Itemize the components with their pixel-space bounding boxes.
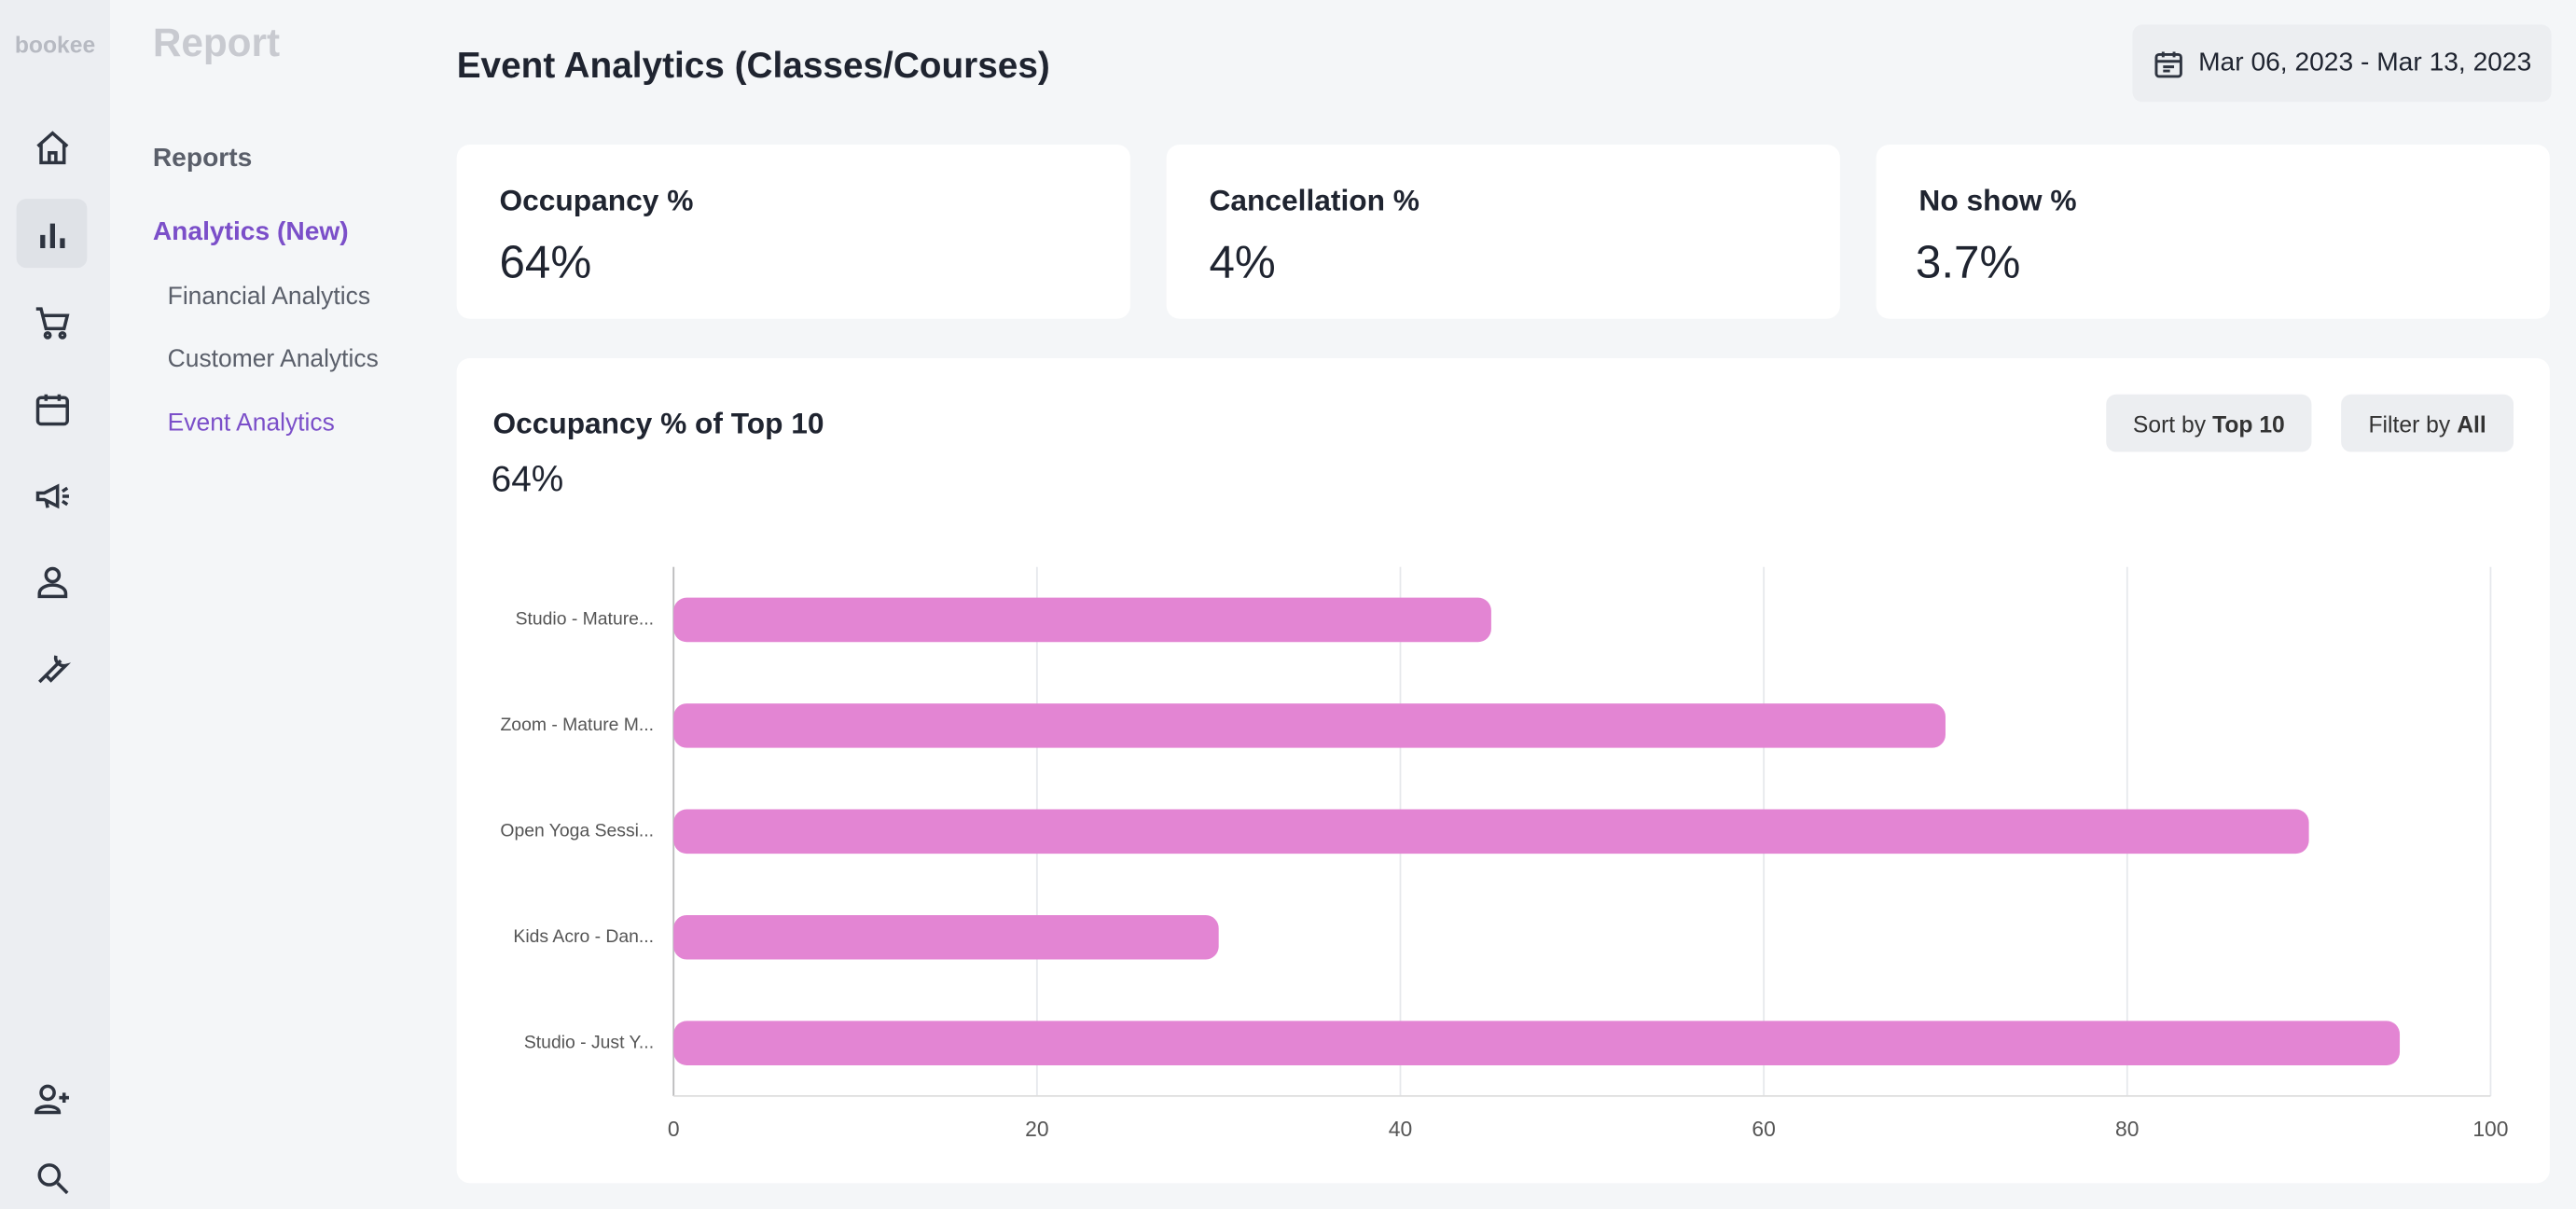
y-tick-label: Zoom - Mature M... [500,715,654,735]
chart-title: Occupancy % of Top 10 [492,407,824,440]
kpi-label: No show % [1918,184,2077,217]
nav-item[interactable]: Event Analytics [167,409,335,438]
bar [673,914,1219,960]
kpi-label: Cancellation % [1209,184,1420,217]
x-tick-label: 0 [668,1117,680,1141]
sort-label: Sort by [2132,410,2207,437]
kpi-value: 3.7% [1915,236,2021,288]
chart-card: Sort by Top 10 Filter by All Occupancy % o… [456,358,2550,1184]
reports-icon[interactable] [33,215,72,255]
x-tick-label: 40 [1389,1117,1412,1141]
sort-value: Top 10 [2212,410,2285,437]
chart-subtitle: 64% [492,459,564,499]
date-range: Mar 06, 2023 - Mar 13, 2023 [2198,48,2532,76]
x-tick-label: 80 [2115,1117,2139,1141]
customer-icon[interactable] [33,562,72,601]
kpi-card: Cancellation % 4% [1166,145,1840,319]
date-picker[interactable]: Mar 06, 2023 - Mar 13, 2023 [2132,24,2552,103]
add-user-icon[interactable] [33,1079,72,1119]
tools-icon[interactable] [33,649,72,688]
kpi-card: No show % 3.7% [1876,145,2550,319]
bar [673,597,1491,643]
kpi-value: 64% [499,236,592,288]
filter-button[interactable]: Filter by All [2341,394,2514,452]
chart: Occupancy % of Top 10 64% 0 20 40 60 80 100 St… [492,407,2509,1141]
search-icon[interactable] [33,1159,72,1198]
nav-title: Report [152,21,281,66]
bar [673,1021,2401,1065]
y-tick-label: Studio - Mature... [516,609,655,630]
calendar-icon [2154,50,2183,77]
kpi-label: Occupancy % [499,184,694,217]
nav-item[interactable]: Customer Analytics [167,344,379,373]
sort-button[interactable]: Sort by Top 10 [2106,394,2312,452]
nav-section[interactable]: Reports [152,145,253,173]
cart-icon[interactable] [33,302,72,341]
icon-rail: bookee [0,0,111,1209]
kpi-value: 4% [1209,236,1276,288]
nav-group[interactable]: Analytics (New) [152,218,349,247]
bar [673,703,1946,748]
x-tick-label: 60 [1752,1117,1775,1141]
y-tick-label: Open Yoga Sessi... [500,820,654,841]
x-tick-label: 100 [2472,1117,2508,1141]
y-tick-label: Kids Acro - Dan... [513,926,654,947]
calendar-icon[interactable] [33,389,72,428]
marketing-icon[interactable] [33,477,72,516]
kpi-card: Occupancy % 64% [456,145,1130,319]
logo: bookee [14,31,96,58]
side-nav: Report Reports Analytics (New) Financial… [110,0,422,1209]
x-tick-label: 20 [1025,1117,1048,1141]
filter-value: All [2457,410,2486,437]
nav-item[interactable]: Financial Analytics [167,282,371,311]
bar [673,809,2309,855]
filter-label: Filter by [2368,410,2451,437]
page-title: Event Analytics (Classes/Courses) [456,44,1050,86]
y-tick-label: Studio - Just Y... [524,1032,654,1052]
home-icon[interactable] [33,128,72,167]
